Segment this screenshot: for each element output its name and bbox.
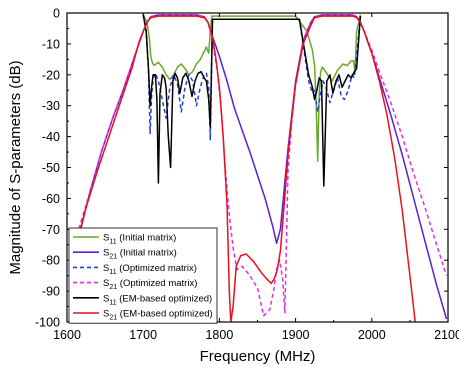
series-line-s11_initial xyxy=(142,14,362,163)
y-tick-label: -20 xyxy=(42,68,60,82)
legend: S11 (Initial matrix) S21 (Initial matrix)… xyxy=(68,227,218,324)
series-layer xyxy=(74,14,448,322)
y-tick-label: -70 xyxy=(42,223,60,237)
legend-label-s21_initial: S21 (Initial matrix) xyxy=(103,248,177,261)
y-tick-label: -10 xyxy=(42,37,60,51)
series-line-s11_optimized xyxy=(142,14,362,141)
x-tick-label: 1600 xyxy=(53,328,81,342)
legend-label-s21_optimized: S21 (Optimized matrix) xyxy=(103,278,197,291)
y-tick-label: -40 xyxy=(42,130,60,144)
y-tick-label: -90 xyxy=(42,285,60,299)
x-tick-label: 1700 xyxy=(129,328,157,342)
legend-label-s11_optimized: S11 (Optimized matrix) xyxy=(103,263,197,276)
legend-label-s11_initial: S11 (Initial matrix) xyxy=(103,233,176,246)
y-tick-label: -30 xyxy=(42,99,60,113)
x-tick-label: 1800 xyxy=(205,328,233,342)
y-tick-label: -100 xyxy=(35,316,60,330)
y-tick-label: 0 xyxy=(53,7,60,21)
legend-box xyxy=(68,227,218,324)
series-line-s21_em xyxy=(74,15,416,322)
x-tick-label: 1900 xyxy=(282,328,310,342)
axis-layer: 1600 1700 1800 1900 2000 2100 0 -10 -20 -30 -40 -50… xyxy=(35,7,459,343)
x-tick-label: 2000 xyxy=(358,328,386,342)
y-tick-label: -60 xyxy=(42,192,60,206)
x-axis-title: Frequency (MHz) xyxy=(200,348,316,365)
y-axis-title: Magnitude of S-parameters (dB) xyxy=(7,60,24,274)
x-tick-label: 2100 xyxy=(434,328,459,342)
series-line-s11_em xyxy=(142,14,362,187)
y-tick-label: -50 xyxy=(42,161,60,175)
legend-label-s11_em: S11 (EM-based optimized) xyxy=(103,293,212,306)
y-tick-label: -80 xyxy=(42,254,60,268)
legend-label-s21_em: S21 (EM-based optimized) xyxy=(103,309,213,322)
